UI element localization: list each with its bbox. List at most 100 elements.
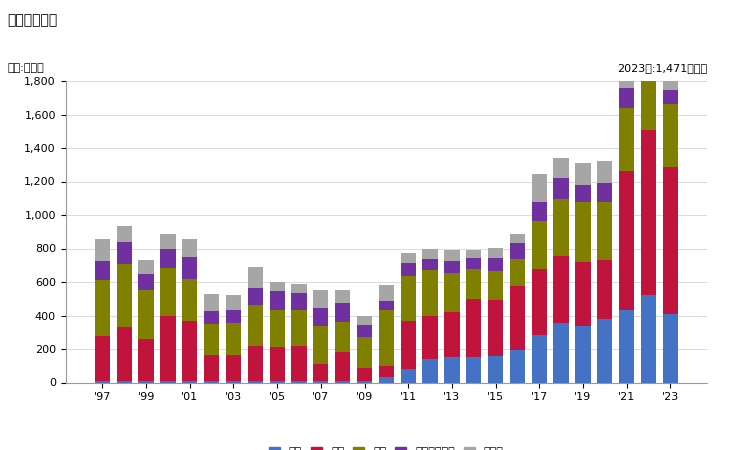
Bar bbox=[466, 299, 481, 356]
Bar bbox=[292, 293, 307, 310]
Bar bbox=[226, 295, 241, 310]
Bar bbox=[575, 202, 590, 262]
Bar bbox=[182, 279, 198, 320]
Bar bbox=[663, 104, 678, 167]
Bar bbox=[444, 357, 459, 382]
Bar bbox=[270, 347, 285, 381]
Bar bbox=[226, 381, 241, 382]
Bar bbox=[226, 323, 241, 355]
Bar bbox=[575, 163, 590, 185]
Bar bbox=[357, 316, 373, 325]
Bar bbox=[641, 67, 656, 130]
Text: 輸入量の推移: 輸入量の推移 bbox=[7, 14, 58, 27]
Text: 単位:万トン: 単位:万トン bbox=[7, 63, 44, 73]
Text: 2023年:1,471万トン: 2023年:1,471万トン bbox=[617, 63, 707, 73]
Bar bbox=[379, 378, 394, 382]
Bar bbox=[663, 167, 678, 314]
Bar bbox=[619, 88, 634, 108]
Bar bbox=[117, 327, 132, 381]
Bar bbox=[182, 381, 198, 382]
Bar bbox=[182, 257, 198, 279]
Bar bbox=[270, 291, 285, 310]
Bar bbox=[466, 258, 481, 270]
Bar bbox=[335, 381, 351, 382]
Bar bbox=[510, 259, 525, 286]
Bar bbox=[313, 308, 329, 326]
Bar bbox=[292, 284, 307, 293]
Legend: 台湾, 韓国, タイ, インドネシア, その他: 台湾, 韓国, タイ, インドネシア, その他 bbox=[265, 442, 508, 450]
Bar bbox=[597, 260, 612, 319]
Bar bbox=[619, 310, 634, 382]
Bar bbox=[444, 273, 459, 312]
Bar bbox=[488, 301, 503, 356]
Bar bbox=[357, 381, 373, 382]
Bar bbox=[379, 301, 394, 310]
Bar bbox=[117, 226, 132, 242]
Bar bbox=[248, 288, 263, 305]
Bar bbox=[466, 270, 481, 299]
Bar bbox=[488, 258, 503, 271]
Bar bbox=[313, 364, 329, 381]
Bar bbox=[641, 20, 656, 45]
Bar bbox=[466, 356, 481, 382]
Bar bbox=[248, 381, 263, 382]
Bar bbox=[575, 185, 590, 202]
Bar bbox=[292, 381, 307, 382]
Bar bbox=[553, 323, 569, 382]
Bar bbox=[400, 253, 416, 263]
Bar bbox=[510, 234, 525, 243]
Bar bbox=[117, 381, 132, 382]
Bar bbox=[226, 310, 241, 323]
Bar bbox=[204, 355, 219, 381]
Bar bbox=[444, 312, 459, 357]
Bar bbox=[226, 355, 241, 381]
Bar bbox=[95, 261, 110, 280]
Bar bbox=[270, 310, 285, 347]
Bar bbox=[95, 336, 110, 381]
Bar bbox=[663, 314, 678, 382]
Bar bbox=[597, 162, 612, 183]
Bar bbox=[575, 262, 590, 325]
Bar bbox=[357, 325, 373, 338]
Bar bbox=[379, 310, 394, 366]
Bar bbox=[95, 381, 110, 382]
Bar bbox=[160, 249, 176, 268]
Bar bbox=[444, 261, 459, 273]
Bar bbox=[270, 282, 285, 291]
Bar bbox=[488, 271, 503, 301]
Bar bbox=[422, 270, 437, 315]
Bar bbox=[510, 350, 525, 382]
Bar bbox=[597, 319, 612, 382]
Bar bbox=[466, 250, 481, 258]
Bar bbox=[531, 202, 547, 221]
Bar bbox=[553, 256, 569, 323]
Bar bbox=[117, 242, 132, 264]
Bar bbox=[292, 310, 307, 346]
Bar bbox=[488, 248, 503, 258]
Bar bbox=[335, 303, 351, 322]
Bar bbox=[510, 286, 525, 350]
Bar bbox=[422, 259, 437, 270]
Bar bbox=[510, 243, 525, 259]
Bar bbox=[422, 249, 437, 259]
Bar bbox=[117, 264, 132, 327]
Bar bbox=[204, 311, 219, 324]
Bar bbox=[444, 250, 459, 261]
Bar bbox=[182, 320, 198, 381]
Bar bbox=[488, 356, 503, 382]
Bar bbox=[400, 369, 416, 382]
Bar bbox=[619, 171, 634, 310]
Bar bbox=[553, 158, 569, 178]
Bar bbox=[204, 294, 219, 311]
Bar bbox=[641, 295, 656, 382]
Bar bbox=[139, 290, 154, 339]
Bar bbox=[270, 381, 285, 382]
Bar bbox=[160, 381, 176, 382]
Bar bbox=[139, 274, 154, 290]
Bar bbox=[422, 359, 437, 382]
Bar bbox=[160, 316, 176, 381]
Bar bbox=[95, 239, 110, 261]
Bar bbox=[248, 267, 263, 288]
Bar bbox=[160, 268, 176, 316]
Bar bbox=[313, 326, 329, 364]
